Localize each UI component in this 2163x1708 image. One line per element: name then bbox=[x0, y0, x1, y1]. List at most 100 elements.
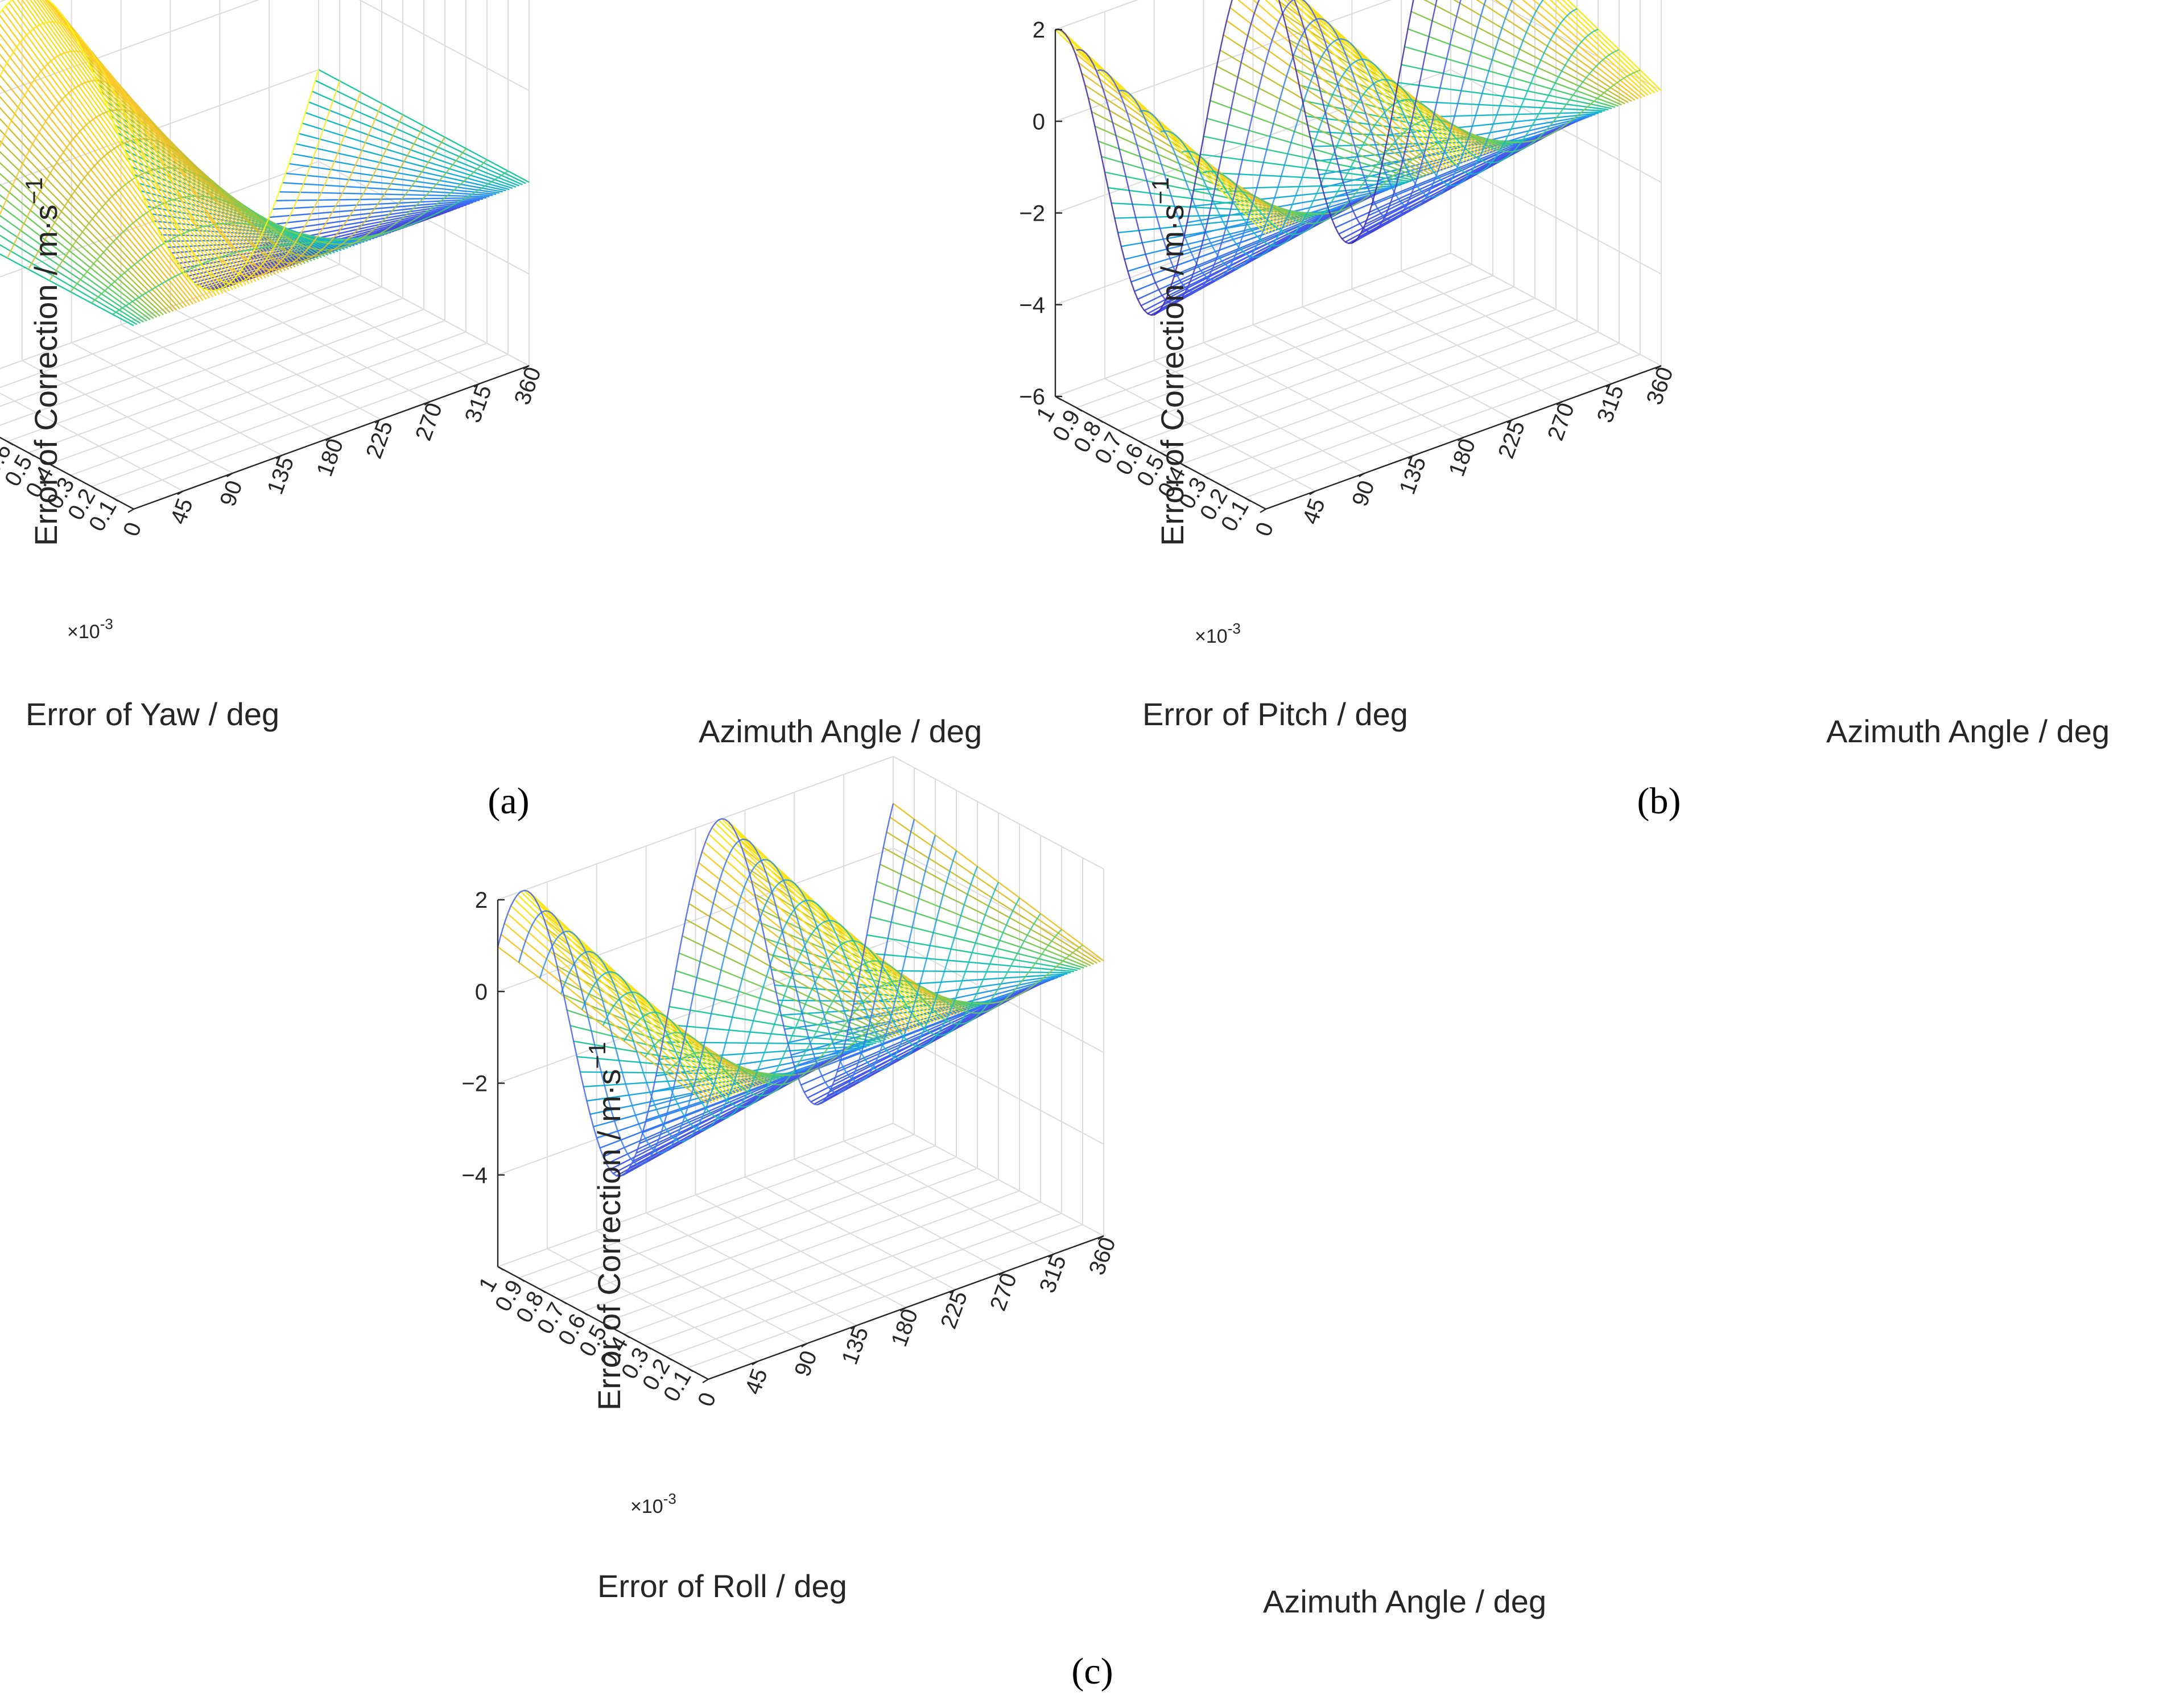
floor-grid-line bbox=[70, 331, 467, 476]
surface-mesh-line bbox=[1223, 49, 1620, 224]
back-wall-grid-line bbox=[0, 160, 319, 278]
x-tick-mark bbox=[523, 365, 530, 370]
surface-mesh-line bbox=[48, 137, 446, 281]
chart-c-zlabel: Error of Correction / m·s−1 bbox=[584, 1042, 627, 1411]
side-wall-grid-line bbox=[893, 756, 1104, 870]
x-tick-mark bbox=[949, 1289, 956, 1294]
surface-mesh-line bbox=[112, 170, 509, 315]
chart-c-caption: (c) bbox=[1071, 1651, 1113, 1692]
floor-grid-line bbox=[0, 275, 361, 407]
surface-mesh-line bbox=[687, 944, 1083, 1089]
x-tick-mark bbox=[1457, 436, 1464, 442]
surface-mesh-line bbox=[1562, 0, 1659, 93]
z-tick-label: 0 bbox=[475, 979, 488, 1004]
floor-grid-line bbox=[645, 1201, 1041, 1346]
surface-mesh-line bbox=[1160, 0, 1544, 258]
x-tick-label: 45 bbox=[740, 1366, 773, 1398]
z-tick-label: −6 bbox=[1019, 384, 1045, 410]
y-tick-mark bbox=[1076, 407, 1083, 412]
surface-mesh-line bbox=[666, 929, 1062, 1086]
y-tick-mark bbox=[645, 1345, 651, 1350]
surface-mesh-line bbox=[518, 818, 915, 1166]
x-tick-mark bbox=[998, 1271, 1005, 1276]
y-tick-mark bbox=[539, 1288, 546, 1293]
chart-b-surface bbox=[1055, 0, 1662, 316]
x-tick-mark bbox=[702, 1378, 709, 1384]
floor-grid-line bbox=[1244, 354, 1641, 499]
back-wall-grid-line bbox=[0, 0, 260, 94]
chart-a-y-multiplier: ×10-3 bbox=[67, 615, 113, 643]
y-tick-mark bbox=[1244, 497, 1251, 502]
surface-mesh-line bbox=[0, 50, 362, 278]
chart-a-surface bbox=[0, 0, 530, 326]
floor-grid-line bbox=[602, 1179, 999, 1324]
x-tick-mark bbox=[899, 1306, 907, 1312]
y-tick-mark bbox=[1139, 441, 1146, 446]
y-tick-mark bbox=[70, 474, 77, 479]
x-tick-mark bbox=[851, 1325, 857, 1330]
x-tick-mark bbox=[424, 400, 431, 406]
chart-c-grid bbox=[497, 756, 1104, 1380]
z-tick-label: −2 bbox=[1019, 201, 1045, 226]
y-tick-mark bbox=[560, 1300, 567, 1305]
x-tick-mark bbox=[1359, 472, 1365, 478]
chart-b-z-ticks: −6 −4 −2 0 2 bbox=[1019, 18, 1045, 410]
x-tick-mark bbox=[1506, 419, 1513, 424]
surface-mesh-line bbox=[645, 913, 1041, 1097]
surface-mesh-line bbox=[1567, 0, 1662, 92]
surface-mesh-line bbox=[1244, 69, 1641, 215]
back-wall-grid-line bbox=[1055, 253, 1451, 397]
chart-a-caption: (a) bbox=[488, 780, 529, 822]
x-tick-label: 0 bbox=[693, 1389, 721, 1410]
chart-a-axes bbox=[0, 365, 530, 514]
floor-grid-line bbox=[7, 297, 403, 442]
y-tick-mark bbox=[7, 441, 14, 446]
surface-mesh-line bbox=[1202, 28, 1599, 235]
chart-c-y-multiplier: ×10-3 bbox=[630, 1490, 676, 1517]
x-tick-mark bbox=[127, 508, 134, 514]
x-tick-mark bbox=[801, 1342, 808, 1348]
floor-grid-line bbox=[666, 1213, 1062, 1358]
floor-grid-line bbox=[112, 354, 509, 499]
z-tick-label: 0 bbox=[1033, 109, 1045, 134]
surface-mesh-line bbox=[0, 21, 341, 284]
floor-grid-line bbox=[91, 342, 488, 487]
x-tick-mark bbox=[374, 419, 381, 424]
x-tick-label: 45 bbox=[166, 495, 198, 528]
y-tick-mark bbox=[28, 452, 35, 457]
surface-mesh-line bbox=[6, 109, 404, 264]
x-tick-label: 0 bbox=[1250, 519, 1278, 540]
x-tick-mark bbox=[1556, 400, 1563, 406]
chart-b-caption: (b) bbox=[1637, 780, 1681, 822]
chart-c-ylabel: Error of Roll / deg bbox=[597, 1568, 847, 1604]
side-wall-grid-line bbox=[318, 253, 530, 366]
chart-b-ylabel: Error of Pitch / deg bbox=[1142, 696, 1408, 732]
chart-a-zlabel: Error of Correction / m·s−1 bbox=[20, 177, 64, 546]
floor-grid-line bbox=[49, 320, 445, 465]
surface-mesh-line bbox=[1549, 0, 1652, 95]
side-wall-grid-line bbox=[1450, 160, 1662, 275]
surface-mesh-line bbox=[497, 803, 894, 1177]
surface-mesh-line bbox=[1181, 8, 1578, 247]
y-tick-mark bbox=[581, 1311, 588, 1316]
chart-c-surface bbox=[497, 803, 1104, 1177]
floor-grid-line bbox=[0, 263, 340, 388]
floor-grid-line bbox=[624, 1190, 1020, 1335]
z-tick-label: 2 bbox=[1033, 18, 1045, 43]
x-tick-mark bbox=[1260, 508, 1266, 514]
floor-grid-line bbox=[1223, 342, 1620, 487]
y-tick-mark bbox=[518, 1277, 525, 1282]
y-tick-mark bbox=[112, 497, 119, 502]
x-tick-mark bbox=[226, 472, 233, 478]
x-tick-mark bbox=[1309, 490, 1316, 495]
surface-mesh-line bbox=[1097, 0, 1462, 293]
y-tick-mark bbox=[1118, 429, 1125, 435]
y-tick-mark bbox=[624, 1333, 630, 1338]
y-tick-mark bbox=[666, 1356, 672, 1361]
surface-mesh-line bbox=[27, 125, 425, 270]
x-tick-mark bbox=[752, 1360, 758, 1366]
